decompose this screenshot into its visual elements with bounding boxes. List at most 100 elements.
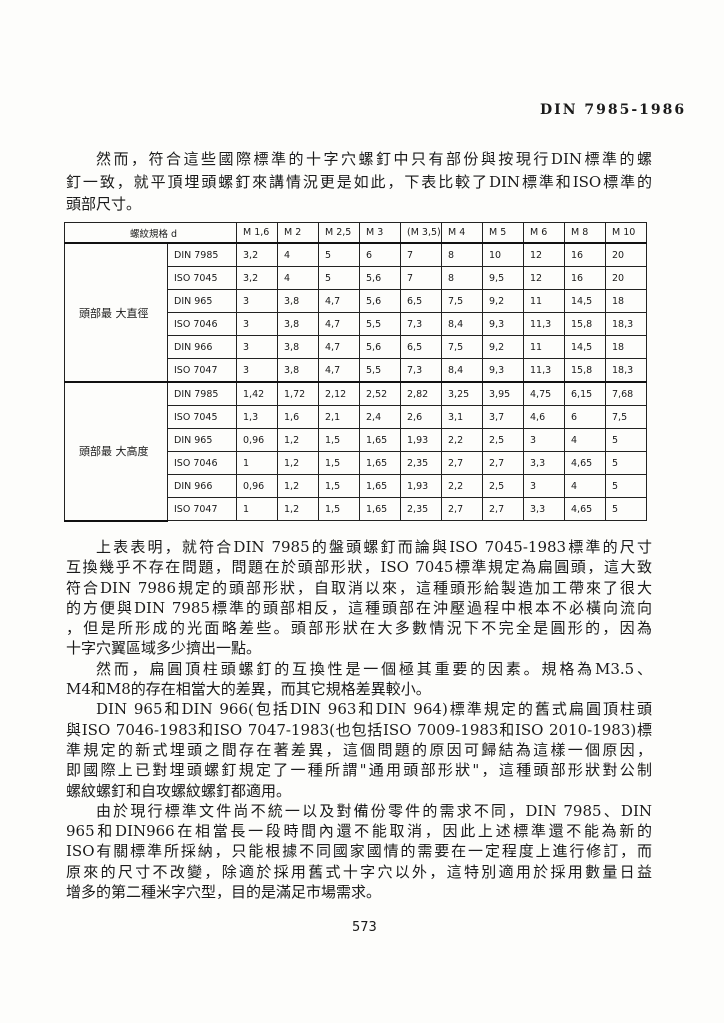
table-cell: 6 [564,405,606,429]
table-cell: 1,5 [318,474,360,498]
table-cell: 2,7 [482,497,524,521]
group-label: 頭部最 大高度 [64,381,168,522]
table-cell: 3,8 [277,335,319,359]
table-cell: 1,6 [277,405,319,429]
page-number: 573 [352,920,377,935]
text-line: 符合DIN 7986規定的頭部形狀，自取消以來，這種頭形給製造加工帶來了很大 [66,578,652,597]
table-cell: 7 [400,266,442,290]
table-cell: 3,2 [236,242,278,267]
table-cell: 5 [318,266,360,290]
table-cell: 3 [236,289,278,313]
table-cell: 2,1 [318,405,360,429]
table-cell: 3,7 [482,405,524,429]
table-cell: 4 [564,428,606,452]
table-cell: 4,7 [318,335,360,359]
table-row: 頭部最 大高度 DIN 7985 1,42 1,72 2,12 2,52 2,82 3,25 3… [64,381,647,522]
table-cell: 7,68 [605,381,647,406]
table-row: ISO 7047 1 1,2 1,5 1,65 2,35 2,7 2,7 3,3 4,65 5 [65,497,647,521]
table-cell: 11,3 [523,312,565,336]
table-cell: 18 [605,289,647,313]
table-cell: 0,96 [236,428,278,452]
table-cell: 5,6 [359,289,401,313]
table-cell: 3,8 [277,289,319,313]
table-cell: 2,12 [318,381,360,406]
table-cell: 5,6 [359,266,401,290]
table-row: ISO 7047 3 3,8 4,7 5,5 7,3 8,4 9,3 11,3 15,8 18,3 [65,358,647,383]
table-cell: 3,8 [277,358,319,383]
table-cell: 9,5 [482,266,524,290]
table-cell: 16 [564,242,606,267]
column-header: (M 3,5) [400,222,442,244]
table-cell: 2,5 [482,428,524,452]
table-cell: 11 [523,335,565,359]
table-cell: 9,2 [482,289,524,313]
text-line: 即國際上已對埋頭螺釘規定了一種所謂"通用頭部形狀"，這種頭部形狀對公制 [66,761,652,780]
standard-name: ISO 7045 [167,266,237,290]
table-cell: 5 [605,428,647,452]
table-cell: 2,4 [359,405,401,429]
standard-name: DIN 965 [167,289,237,313]
text-line: ISO有關標準所採納，只能根據不同國家國情的需要在一定程度上進行修訂，而 [66,842,652,861]
table-cell: 3,3 [523,451,565,475]
text-line: 準規定的新式埋頭之間存在著差異，這個問題的原因可歸結為這樣一個原因， [66,740,652,759]
table-cell: 6 [359,242,401,267]
table-cell: 3 [236,312,278,336]
table-cell: 5,5 [359,358,401,383]
table-row: DIN 965 0,96 1,2 1,5 1,65 1,93 2,2 2,5 3 4 5 [65,428,647,452]
table-cell: 7,5 [441,335,483,359]
table-cell: 1,65 [359,451,401,475]
standard-name: DIN 966 [167,474,237,498]
table-row: DIN 966 3 3,8 4,7 5,6 6,5 7,5 9,2 11 14,5 18 [65,335,647,359]
table-cell: 18,3 [605,358,647,383]
table-cell: 14,5 [564,335,606,359]
table-cell: 14,5 [564,289,606,313]
table-cell: 5 [605,451,647,475]
table-cell: 8,4 [441,358,483,383]
table-cell: 1,42 [236,381,278,406]
table-cell: 2,35 [400,497,442,521]
table-cell: 2,5 [482,474,524,498]
table-cell: 1,5 [318,428,360,452]
text-line: 的方便與DIN 7985標準的頭部相反，這種頭部在沖壓過程中根本不必橫向流向 [66,598,652,617]
table-cell: 11 [523,289,565,313]
text-line: 由於現行標準文件尚不統一以及對備份零件的需求不同，DIN 7985、DIN [96,801,652,820]
table-cell: 2,7 [441,451,483,475]
table-cell: 15,8 [564,312,606,336]
column-header: M 2 [277,222,319,244]
column-header: M 6 [523,222,565,244]
table-row: DIN 966 0,96 1,2 1,5 1,65 1,93 2,2 2,5 3 4 5 [65,474,647,498]
column-header: M 3 [359,222,401,244]
table-cell: 4,7 [318,358,360,383]
table-cell: 15,8 [564,358,606,383]
standard-name: ISO 7047 [167,358,237,383]
table-cell: 4 [277,242,319,267]
table-cell: 3 [523,428,565,452]
table-row: DIN 965 3 3,8 4,7 5,6 6,5 7,5 9,2 11 14,5 18 [65,289,647,313]
column-header: M 5 [482,222,524,244]
table-row: ISO 7046 1 1,2 1,5 1,65 2,35 2,7 2,7 3,3 4,65 5 [65,451,647,475]
table-cell: 1,65 [359,497,401,521]
text-line: 上表表明，就符合DIN 7985的盤頭螺釘而論與ISO 7045-1983標準的… [96,538,652,556]
table-cell: 4 [564,474,606,498]
standard-name: ISO 7045 [167,405,237,429]
table-cell: 4,75 [523,381,565,406]
table-cell: 8,4 [441,312,483,336]
table-cell: 3 [523,474,565,498]
table-cell: 4,7 [318,289,360,313]
table-cell: 12 [523,266,565,290]
table-cell: 4,65 [564,451,606,475]
table-cell: 5 [318,242,360,267]
table-cell: 2,2 [441,474,483,498]
table-cell: 11,3 [523,358,565,383]
table-cell: 1,72 [277,381,319,406]
table-cell: 7,3 [400,358,442,383]
standard-name: ISO 7046 [167,312,237,336]
table-cell: 4,65 [564,497,606,521]
table-cell: 3,25 [441,381,483,406]
group-label: 頭部最 大直徑 [64,242,168,383]
table-cell: 6,5 [400,335,442,359]
table-row: ISO 7045 3,2 4 5 5,6 7 8 9,5 12 16 20 [65,266,647,290]
text-line: 增多的第二種米字穴型，目的是滿足市場需求。 [66,883,382,902]
table-cell: 0,96 [236,474,278,498]
table-cell: 10 [482,242,524,267]
